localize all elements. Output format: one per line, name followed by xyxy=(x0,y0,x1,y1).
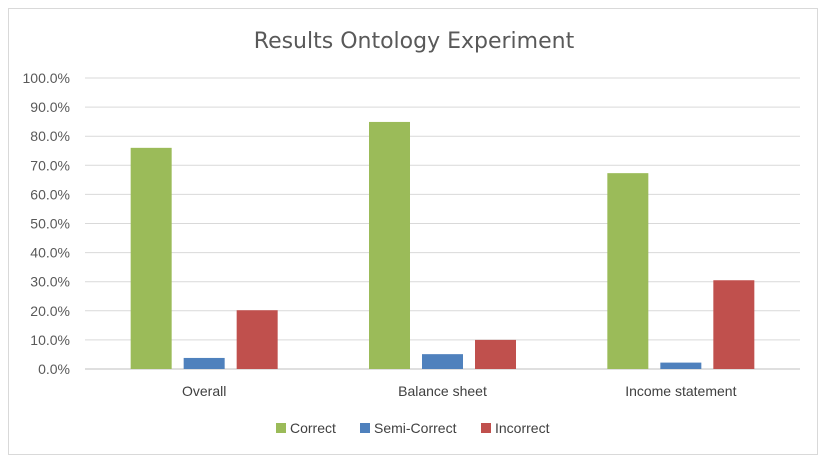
gridlines xyxy=(85,77,800,370)
bar-incorrect-1 xyxy=(475,339,516,369)
bar-incorrect-2 xyxy=(713,280,755,369)
bar-semi-correct-1 xyxy=(422,354,463,369)
legend-swatch xyxy=(276,423,286,433)
y-tick-label: 30.0% xyxy=(30,274,70,290)
y-tick-label: 10.0% xyxy=(30,332,70,348)
bar-semi-correct-2 xyxy=(660,362,702,369)
legend-label: Semi-Correct xyxy=(374,420,457,436)
bar-correct-2 xyxy=(607,173,649,369)
y-tick-label: 50.0% xyxy=(30,216,70,232)
bar-correct-0 xyxy=(130,147,172,369)
bars xyxy=(130,121,755,369)
y-tick-label: 40.0% xyxy=(30,245,70,261)
legend-swatch xyxy=(481,423,491,433)
y-tick-label: 0.0% xyxy=(38,361,70,377)
chart-title: Results Ontology Experiment xyxy=(254,29,575,54)
y-axis-ticks: 0.0% 10.0% 20.0% 30.0% 40.0% 50.0% 60.0% 70.0% 8… xyxy=(23,70,70,377)
legend: Correct Semi-Correct Incorrect xyxy=(276,420,550,436)
bar-incorrect-0 xyxy=(236,310,278,369)
legend-label: Incorrect xyxy=(495,420,550,436)
y-tick-label: 20.0% xyxy=(30,303,70,319)
x-category-label: Balance sheet xyxy=(398,383,487,399)
y-tick-label: 100.0% xyxy=(23,70,70,86)
y-tick-label: 70.0% xyxy=(30,157,70,173)
bar-correct-1 xyxy=(369,121,410,369)
legend-label: Correct xyxy=(290,420,336,436)
x-category-label: Income statement xyxy=(625,383,736,399)
x-category-label: Overall xyxy=(182,383,226,399)
y-tick-label: 90.0% xyxy=(30,99,70,115)
x-axis-categories: Overall Balance sheet Income statement xyxy=(182,383,737,399)
y-tick-label: 60.0% xyxy=(30,186,70,202)
y-tick-label: 80.0% xyxy=(30,128,70,144)
legend-swatch xyxy=(360,423,370,433)
bar-semi-correct-0 xyxy=(183,357,225,369)
